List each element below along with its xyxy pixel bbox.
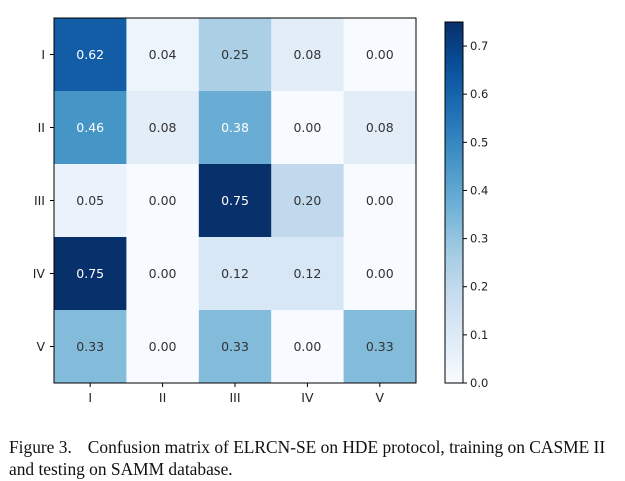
heatmap-cell-value: 0.00	[366, 266, 394, 281]
heatmap-cell	[54, 18, 127, 92]
heatmap-cell-value: 0.33	[76, 339, 104, 354]
heatmap-cell	[271, 91, 345, 165]
figure-caption: Figure 3. Confusion matrix of ELRCN-SE on…	[9, 436, 619, 480]
heatmap-cell-value: 0.75	[76, 266, 104, 281]
heatmap-cell	[198, 164, 272, 238]
heatmap-cell-value: 0.00	[149, 266, 177, 281]
heatmap-cell	[271, 18, 345, 92]
heatmap-cell	[343, 310, 417, 384]
heatmap-cell-value: 0.00	[149, 193, 177, 208]
figure-caption-text: Confusion matrix of ELRCN-SE on HDE prot…	[9, 437, 606, 479]
heatmap-cell	[271, 164, 345, 238]
heatmap-cell	[126, 310, 200, 384]
heatmap-cell-value: 0.33	[221, 339, 249, 354]
heatmap-cell	[271, 310, 345, 384]
colorbar-tick-label: 0.1	[470, 328, 488, 342]
heatmap-cell	[198, 18, 272, 92]
y-tick-label: III	[34, 193, 45, 208]
heatmap-cell-value: 0.08	[366, 120, 394, 135]
heatmap-cell	[343, 91, 417, 165]
heatmap-cell-value: 0.00	[366, 193, 394, 208]
y-tick-label: II	[38, 120, 45, 135]
y-tick-label: IV	[33, 266, 46, 281]
heatmap-cell	[54, 91, 127, 165]
heatmap-cell-value: 0.20	[293, 193, 321, 208]
heatmap-cell-value: 0.05	[76, 193, 104, 208]
heatmap-cell-labels: 0.62 0.04 0.25 0.08 0.00 0.46 0.08 0.38 0.00 0.08…	[76, 47, 393, 354]
heatmap-cells	[54, 18, 417, 384]
heatmap-cell-value: 0.75	[221, 193, 249, 208]
x-tick-label: II	[159, 390, 166, 405]
heatmap-cell	[126, 237, 200, 311]
heatmap-cell	[343, 18, 417, 92]
heatmap-cell-value: 0.12	[293, 266, 321, 281]
colorbar-tick-label: 0.0	[470, 376, 488, 390]
colorbar-tick-label: 0.5	[470, 135, 488, 149]
colorbar-tick-label: 0.3	[470, 232, 488, 246]
figure-caption-label: Figure 3.	[9, 437, 72, 457]
heatmap-cell-value: 0.08	[293, 47, 321, 62]
heatmap-cell	[198, 91, 272, 165]
colorbar-tick-label: 0.7	[470, 39, 488, 53]
heatmap-cell-value: 0.08	[149, 120, 177, 135]
heatmap-cell	[126, 91, 200, 165]
heatmap-cell	[54, 164, 127, 238]
heatmap-cell	[343, 237, 417, 311]
colorbar-axis: 0.0 0.1 0.2 0.3 0.4 0.5 0.6 0.7	[463, 39, 488, 390]
heatmap-cell-value: 0.12	[221, 266, 249, 281]
y-tick-label: I	[41, 47, 45, 62]
colorbar	[444, 21, 464, 384]
heatmap-cell	[271, 237, 345, 311]
heatmap-cell	[198, 237, 272, 311]
heatmap-cell	[54, 237, 127, 311]
colorbar-tick-label: 0.2	[470, 280, 488, 294]
heatmap-cell	[343, 164, 417, 238]
heatmap-cell-value: 0.00	[149, 339, 177, 354]
colorbar-tick-label: 0.4	[470, 183, 488, 197]
y-tick-label: V	[36, 339, 45, 354]
heatmap-cell	[126, 164, 200, 238]
x-tick-label: I	[88, 390, 92, 405]
x-tick-label: IV	[301, 390, 314, 405]
x-tick-label: V	[376, 390, 385, 405]
heatmap-cell	[54, 310, 127, 384]
heatmap-cell-value: 0.25	[221, 47, 249, 62]
heatmap-cell-value: 0.00	[293, 120, 321, 135]
heatmap-cell	[198, 310, 272, 384]
colorbar-tick-label: 0.6	[470, 87, 488, 101]
x-tick-label: III	[229, 390, 240, 405]
heatmap-cell-value: 0.46	[76, 120, 104, 135]
heatmap-cell-value: 0.00	[293, 339, 321, 354]
heatmap-cell-value: 0.38	[221, 120, 249, 135]
heatmap-cell	[126, 18, 200, 92]
confusion-matrix-chart: 0.62 0.04 0.25 0.08 0.00 0.46 0.08 0.38 0.00 0.08…	[33, 17, 488, 405]
x-axis: I II III IV V	[88, 383, 385, 405]
heatmap-cell-value: 0.00	[366, 47, 394, 62]
heatmap-cell-value: 0.33	[366, 339, 394, 354]
heatmap-cell-value: 0.04	[149, 47, 177, 62]
heatmap-cell-value: 0.62	[76, 47, 104, 62]
